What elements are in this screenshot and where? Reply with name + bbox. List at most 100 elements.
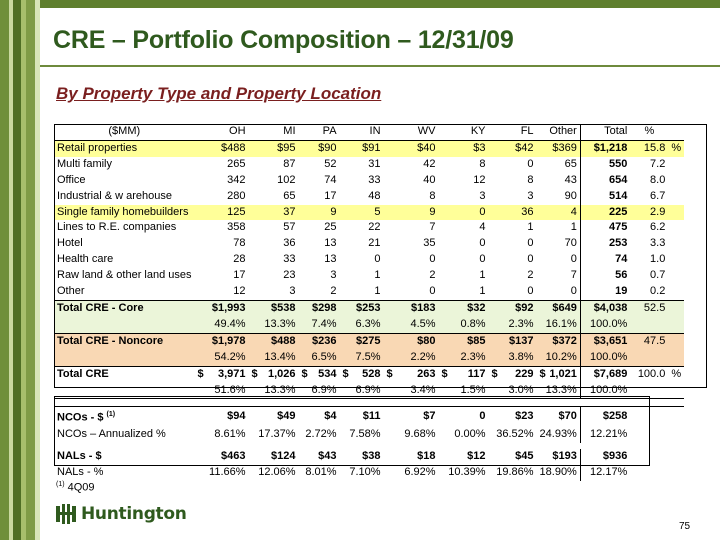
state-share: 13.3% xyxy=(248,316,299,334)
state-value: 5 xyxy=(339,204,384,221)
state-share: 6.9% xyxy=(339,382,384,400)
state-value: 36 xyxy=(488,204,537,221)
state-share: 6.5% xyxy=(298,349,340,367)
state-value: 9 xyxy=(298,204,340,221)
state-value: 125 xyxy=(194,204,249,221)
column-header: Other xyxy=(536,124,581,141)
state-value: 8 xyxy=(479,157,486,170)
state-value: 7 xyxy=(570,269,577,282)
state-value: 52 xyxy=(324,157,337,170)
state-value: 22 xyxy=(368,221,381,234)
total-noncore-row: Total CRE - Noncore $1,978 $488 $236 $275 $80… xyxy=(54,332,685,350)
row-percent: 3.3 xyxy=(650,237,666,250)
state-share: 13.4% xyxy=(248,349,299,367)
state-value: $18 xyxy=(417,449,436,462)
spacer xyxy=(668,406,685,427)
total-cre-row: Total CRE $3,971 $1,026 $534 $528 $263 $117 $22… xyxy=(54,365,685,383)
percent-sign xyxy=(668,268,684,284)
state-share: 6.9% xyxy=(298,382,340,400)
state-value: 10.39% xyxy=(448,465,486,478)
state-value: $92 xyxy=(488,299,537,317)
row-percent: 7.2 xyxy=(650,157,666,170)
spacer xyxy=(630,465,668,481)
share-total: 100.0% xyxy=(579,316,631,334)
row-percent: 15.8 xyxy=(630,140,669,157)
total-core-label: Total CRE - Core xyxy=(54,299,195,317)
state-value: 0 xyxy=(570,253,577,266)
state-value: $538 xyxy=(248,299,299,317)
state-value: 0 xyxy=(527,157,534,170)
state-value: 0 xyxy=(570,285,577,298)
state-value: 57 xyxy=(283,221,296,234)
dollar-sign: $ xyxy=(301,367,308,380)
state-value: $3,971 xyxy=(194,365,249,383)
decorative-side-stripes xyxy=(0,0,40,540)
state-value: 1 xyxy=(479,269,486,282)
spacer xyxy=(668,382,685,400)
label-text: NCOs - $ xyxy=(57,412,104,425)
ncos-annualized-row-label: NCOs – Annualized % xyxy=(54,427,195,443)
row-total: $936 xyxy=(579,448,631,465)
row-total: $3,651 xyxy=(579,332,631,350)
state-value: 21 xyxy=(368,237,381,250)
state-value: 0 xyxy=(374,253,381,266)
state-value: 1 xyxy=(374,269,381,282)
state-value: 6.92% xyxy=(404,465,436,478)
dollar-sign: $ xyxy=(539,367,546,380)
column-header: PA xyxy=(298,124,340,141)
property-type-label: Single family homebuilders xyxy=(54,204,195,221)
row-total: 475 xyxy=(579,220,631,237)
state-value: 3 xyxy=(479,189,486,202)
state-value: 65 xyxy=(564,157,577,170)
state-value: 70 xyxy=(564,237,577,250)
property-type-row: Multi family 265 87 52 31 42 8 0 65 550 7.2 xyxy=(54,156,684,173)
slide-subtitle: By Property Type and Property Location xyxy=(56,84,382,103)
row-total: 550 xyxy=(579,156,631,173)
label-text: NCOs – Annualized % xyxy=(57,427,166,440)
column-header: MI xyxy=(248,124,299,141)
state-value: $43 xyxy=(318,449,337,462)
row-total: $7,689 xyxy=(579,365,631,383)
state-value: 7.10% xyxy=(349,465,381,478)
state-value: $91 xyxy=(339,140,384,157)
state-share: 7.4% xyxy=(298,316,340,334)
total-core-share-row: 49.4% 13.3% 7.4% 6.3% 4.5% 0.8% 2.3% 16.1% 100.0… xyxy=(54,316,685,334)
state-value: $1,021 xyxy=(536,365,581,383)
property-type-label: Multi family xyxy=(57,157,113,170)
state-value: $1,993 xyxy=(194,299,249,317)
state-value: $275 xyxy=(339,332,384,350)
property-type-label: Retail properties xyxy=(54,140,195,157)
dollar-sign: $ xyxy=(197,367,204,380)
row-total: 225 xyxy=(579,204,631,221)
state-value: 4 xyxy=(536,204,581,221)
spacer xyxy=(668,316,685,334)
state-value: 0 xyxy=(429,253,436,266)
state-value: 8 xyxy=(429,189,436,202)
row-total: 56 xyxy=(579,268,631,285)
state-share: 6.3% xyxy=(339,316,384,334)
state-share: 10.2% xyxy=(536,349,581,367)
state-value: 265 xyxy=(227,157,246,170)
percent-sign xyxy=(668,284,684,300)
state-value: $649 xyxy=(536,299,581,317)
state-value: 0.00% xyxy=(454,427,486,440)
state-value: $236 xyxy=(298,332,340,350)
header-band xyxy=(40,0,720,8)
total-core-row: Total CRE - Core $1,993 $538 $298 $253 $183 $3… xyxy=(54,299,685,317)
state-value: 8.01% xyxy=(305,465,337,478)
property-type-label: Lines to R.E. companies xyxy=(57,221,177,234)
amount: 117 xyxy=(467,367,486,380)
percent-sign: % xyxy=(668,365,685,383)
total-noncore-label: Total CRE - Noncore xyxy=(54,332,195,350)
property-type-row: Office 342 102 74 33 40 12 8 43 654 8.0 xyxy=(54,172,684,189)
state-value: 0 xyxy=(479,237,486,250)
dollar-sign: $ xyxy=(441,367,448,380)
state-value: 1 xyxy=(374,285,381,298)
state-value: 87 xyxy=(283,157,296,170)
state-share: 1.5% xyxy=(438,382,489,400)
state-value: 17 xyxy=(233,269,246,282)
column-header: IN xyxy=(339,124,384,141)
state-share: 13.3% xyxy=(248,382,299,400)
state-share: 3.4% xyxy=(383,382,439,400)
ncos-row-label: NCOs - $ (1) xyxy=(54,406,195,427)
